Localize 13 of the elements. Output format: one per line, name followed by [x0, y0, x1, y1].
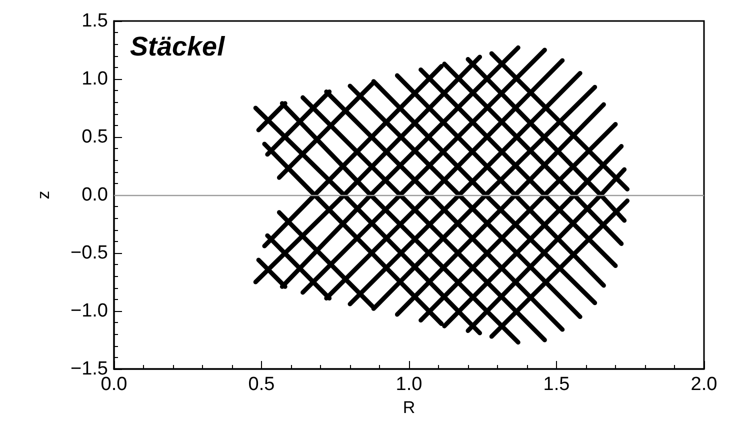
y-tick-label: 1.5	[82, 10, 108, 32]
x-tick-label: 1.5	[543, 374, 570, 395]
y-tick-label: 0.0	[82, 184, 108, 206]
y-tick-label: −1.0	[70, 300, 108, 322]
y-tick-label: −0.5	[70, 242, 108, 264]
x-tick-label: 2.0	[690, 374, 718, 395]
y-axis-title: z	[34, 190, 53, 200]
x-axis-title: R	[402, 398, 416, 417]
y-tick-label: 0.5	[82, 126, 108, 148]
x-tick-label: 1.0	[396, 374, 422, 395]
y-tick-label: 1.0	[82, 68, 108, 90]
x-tick-label: 0.5	[248, 374, 275, 395]
chart-title: Stäckel	[130, 32, 226, 62]
